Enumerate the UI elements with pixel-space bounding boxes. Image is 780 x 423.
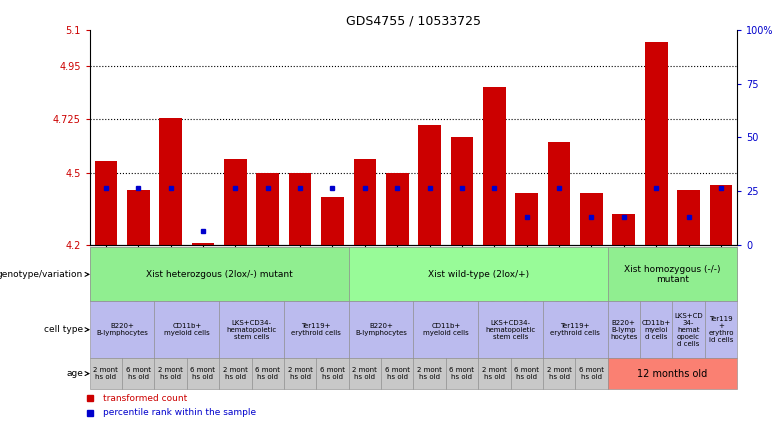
- Bar: [349, 301, 413, 358]
- Bar: [543, 358, 576, 389]
- Title: GDS4755 / 10533725: GDS4755 / 10533725: [346, 14, 481, 27]
- Bar: [608, 358, 737, 389]
- Bar: [672, 301, 704, 358]
- Bar: [418, 126, 441, 245]
- Bar: [284, 301, 349, 358]
- Bar: [284, 358, 317, 389]
- Bar: [576, 358, 608, 389]
- Text: LKS+CD34-
hematopoietic
stem cells: LKS+CD34- hematopoietic stem cells: [485, 320, 536, 340]
- Bar: [645, 41, 668, 245]
- Text: Xist wild-type (2lox/+): Xist wild-type (2lox/+): [427, 270, 529, 279]
- Text: 2 mont
hs old: 2 mont hs old: [417, 367, 442, 380]
- Bar: [224, 159, 246, 245]
- Text: 12 months old: 12 months old: [637, 368, 707, 379]
- Text: 2 mont
hs old: 2 mont hs old: [223, 367, 248, 380]
- Text: LKS+CD
34-
hemat
opoeic
d cells: LKS+CD 34- hemat opoeic d cells: [674, 313, 703, 346]
- Bar: [321, 198, 344, 245]
- Bar: [516, 192, 538, 245]
- Text: Ter119
+
erythro
id cells: Ter119 + erythro id cells: [708, 316, 734, 343]
- Text: 6 mont
hs old: 6 mont hs old: [385, 367, 410, 380]
- Text: B220+
B-lymphocytes: B220+ B-lymphocytes: [96, 323, 148, 336]
- Bar: [90, 247, 349, 301]
- Bar: [90, 301, 154, 358]
- Bar: [704, 301, 737, 358]
- Text: 6 mont
hs old: 6 mont hs old: [320, 367, 345, 380]
- Text: LKS+CD34-
hematopoietic
stem cells: LKS+CD34- hematopoietic stem cells: [226, 320, 277, 340]
- Text: B220+
B-lymp
hocytes: B220+ B-lymp hocytes: [610, 320, 637, 340]
- Bar: [413, 301, 478, 358]
- Bar: [219, 358, 251, 389]
- Text: 2 mont
hs old: 2 mont hs old: [288, 367, 313, 380]
- Bar: [446, 358, 478, 389]
- Bar: [640, 301, 672, 358]
- Bar: [353, 159, 376, 245]
- Bar: [94, 162, 117, 245]
- Text: Xist heterozgous (2lox/-) mutant: Xist heterozgous (2lox/-) mutant: [146, 270, 292, 279]
- Bar: [159, 118, 182, 245]
- Bar: [608, 247, 737, 301]
- Bar: [580, 192, 603, 245]
- Bar: [381, 358, 413, 389]
- Text: CD11b+
myeloid cells: CD11b+ myeloid cells: [423, 323, 469, 336]
- Bar: [192, 243, 214, 245]
- Text: 2 mont
hs old: 2 mont hs old: [353, 367, 378, 380]
- Bar: [478, 301, 543, 358]
- Bar: [612, 214, 635, 245]
- Bar: [317, 358, 349, 389]
- Bar: [710, 185, 732, 245]
- Text: 6 mont
hs old: 6 mont hs old: [190, 367, 215, 380]
- Text: 6 mont
hs old: 6 mont hs old: [126, 367, 151, 380]
- Text: CD11b+
myeloi
d cells: CD11b+ myeloi d cells: [641, 320, 671, 340]
- Text: 6 mont
hs old: 6 mont hs old: [514, 367, 539, 380]
- Text: genotype/variation: genotype/variation: [0, 270, 83, 279]
- Bar: [677, 190, 700, 245]
- Bar: [154, 358, 187, 389]
- Text: Ter119+
erythroid cells: Ter119+ erythroid cells: [292, 323, 341, 336]
- Bar: [127, 190, 150, 245]
- Text: 6 mont
hs old: 6 mont hs old: [449, 367, 474, 380]
- Bar: [349, 247, 608, 301]
- Bar: [219, 301, 284, 358]
- Text: CD11b+
myeloid cells: CD11b+ myeloid cells: [164, 323, 210, 336]
- Bar: [386, 173, 409, 245]
- Text: 2 mont
hs old: 2 mont hs old: [158, 367, 183, 380]
- Bar: [90, 247, 737, 301]
- Bar: [90, 358, 122, 389]
- Text: cell type: cell type: [44, 325, 83, 334]
- Text: 2 mont
hs old: 2 mont hs old: [94, 367, 119, 380]
- Bar: [154, 301, 219, 358]
- Text: Ter119+
erythroid cells: Ter119+ erythroid cells: [551, 323, 600, 336]
- Bar: [122, 358, 154, 389]
- Bar: [251, 358, 284, 389]
- Bar: [510, 358, 543, 389]
- Bar: [257, 173, 279, 245]
- Bar: [187, 358, 219, 389]
- Text: transformed count: transformed count: [103, 393, 187, 403]
- Text: B220+
B-lymphocytes: B220+ B-lymphocytes: [355, 323, 407, 336]
- Text: 6 mont
hs old: 6 mont hs old: [255, 367, 280, 380]
- Text: 2 mont
hs old: 2 mont hs old: [482, 367, 507, 380]
- Bar: [413, 358, 446, 389]
- Bar: [543, 301, 608, 358]
- Bar: [608, 301, 640, 358]
- Bar: [483, 87, 505, 245]
- Bar: [548, 142, 570, 245]
- Bar: [451, 137, 473, 245]
- Text: age: age: [66, 369, 83, 378]
- Bar: [349, 358, 381, 389]
- Bar: [478, 358, 510, 389]
- Text: percentile rank within the sample: percentile rank within the sample: [103, 408, 256, 418]
- Bar: [289, 173, 311, 245]
- Text: 6 mont
hs old: 6 mont hs old: [579, 367, 604, 380]
- Text: Xist homozygous (-/-)
mutant: Xist homozygous (-/-) mutant: [624, 265, 721, 284]
- Text: 2 mont
hs old: 2 mont hs old: [547, 367, 572, 380]
